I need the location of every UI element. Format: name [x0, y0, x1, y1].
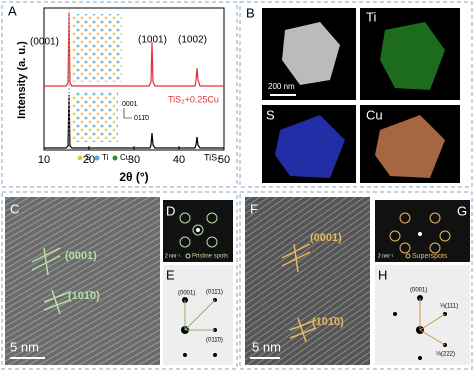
- crystal-inset: [72, 14, 122, 82]
- spot-label: (0001): [178, 291, 195, 297]
- legend-dot: [94, 155, 100, 161]
- panel-label: D: [166, 203, 175, 218]
- crystal-inset: [72, 92, 118, 142]
- plane-label: (0001): [310, 232, 342, 244]
- plane-marker: [31, 247, 61, 276]
- plane-label: (0001): [65, 250, 97, 262]
- diagram: [163, 265, 233, 365]
- map-label: Cu: [366, 107, 383, 122]
- peak-label: (1001): [138, 35, 167, 46]
- map-label: Ti: [366, 9, 376, 24]
- legend-dot: [77, 155, 83, 161]
- scale-label: 200 nm: [268, 82, 295, 91]
- plane-marker: [289, 317, 317, 343]
- peak-label: (0001): [30, 37, 59, 48]
- spot-label: (011̄1): [206, 290, 223, 296]
- panel-label: A: [8, 3, 17, 18]
- map-label: S: [266, 107, 275, 122]
- spot: [196, 228, 200, 232]
- axis-arrow: [123, 108, 132, 119]
- caption: Superspots: [412, 253, 448, 260]
- spot-label: ⅓(111): [440, 304, 458, 310]
- x-tick-label: 30: [128, 154, 140, 166]
- axis-note: 0001: [122, 101, 138, 108]
- legend-label: Ti: [102, 153, 109, 162]
- fft-image: [375, 200, 470, 262]
- sample-label: TiS₂+0.25Cu: [168, 94, 219, 104]
- y-axis-title: Intensity (a. u.): [16, 41, 28, 119]
- panel-frame: [239, 191, 473, 370]
- spot-rings: [389, 212, 451, 254]
- particle: [282, 22, 340, 85]
- xrd-panel: A (0001) (1001) (1002) TiS₂+0.25Cu TiS₂ …: [8, 3, 230, 184]
- legend-label: S: [85, 153, 90, 162]
- peak-label: (1002): [178, 35, 207, 46]
- x-tick-label: 50: [218, 154, 230, 166]
- panel-label: F: [250, 201, 258, 216]
- scale-label: 5 nm: [252, 339, 281, 354]
- plane-marker: [281, 243, 311, 273]
- caption-marker: [185, 253, 191, 259]
- legend-dot: [112, 155, 118, 161]
- spot-rings: [179, 212, 218, 248]
- map: [380, 22, 445, 90]
- x-tick-label: 40: [173, 154, 185, 166]
- map: [375, 115, 445, 178]
- plane-label: (101̄0): [68, 290, 100, 302]
- panel-label: H: [378, 267, 387, 282]
- scale-label: 2 nm⁻¹: [165, 253, 181, 259]
- panel-frame: [1, 191, 238, 370]
- map: [275, 115, 345, 178]
- plane-label: (101̄0): [312, 316, 344, 328]
- panel-label: G: [457, 203, 467, 218]
- spot-label: ⅓(222): [436, 352, 455, 358]
- hrtem-image: [245, 197, 370, 365]
- xrd-curve: [44, 11, 224, 87]
- spot: [418, 232, 422, 236]
- tem-panel: F (0001) (101̄0) 5 nm G 2 nm⁻¹ Superspot…: [245, 197, 470, 365]
- scale-label: 5 nm: [10, 339, 39, 354]
- scale-label: 2 nm⁻¹: [378, 253, 394, 259]
- plot-frame: [43, 7, 225, 151]
- panel-label: E: [166, 267, 175, 282]
- tem-panel: C (0001) (101̄0) 5 nm D 2 nm⁻¹ Pristine …: [5, 197, 233, 365]
- axis-note: 011̄0: [134, 115, 149, 122]
- hrtem-image: [5, 197, 160, 365]
- panel-label: B: [246, 5, 255, 20]
- spot-label: (011̄0): [206, 338, 223, 344]
- caption-marker: [405, 253, 411, 259]
- plane-marker: [43, 289, 71, 315]
- vector: [184, 299, 216, 331]
- x-axis-title: 2θ (°): [119, 170, 148, 184]
- panel-label: C: [10, 201, 19, 216]
- panel-frame: [239, 1, 473, 188]
- sample-label: TiS₂: [204, 152, 221, 162]
- caption: Pristine spots: [192, 254, 228, 260]
- vector: [419, 298, 446, 346]
- eds-panel: B 200 nm Ti S Cu: [246, 5, 460, 183]
- diagram: [375, 265, 470, 365]
- spot-label: (0001): [410, 288, 427, 294]
- x-tick-label: 20: [83, 154, 95, 166]
- legend-label: Cu: [120, 153, 130, 162]
- x-tick-label: 10: [38, 154, 50, 166]
